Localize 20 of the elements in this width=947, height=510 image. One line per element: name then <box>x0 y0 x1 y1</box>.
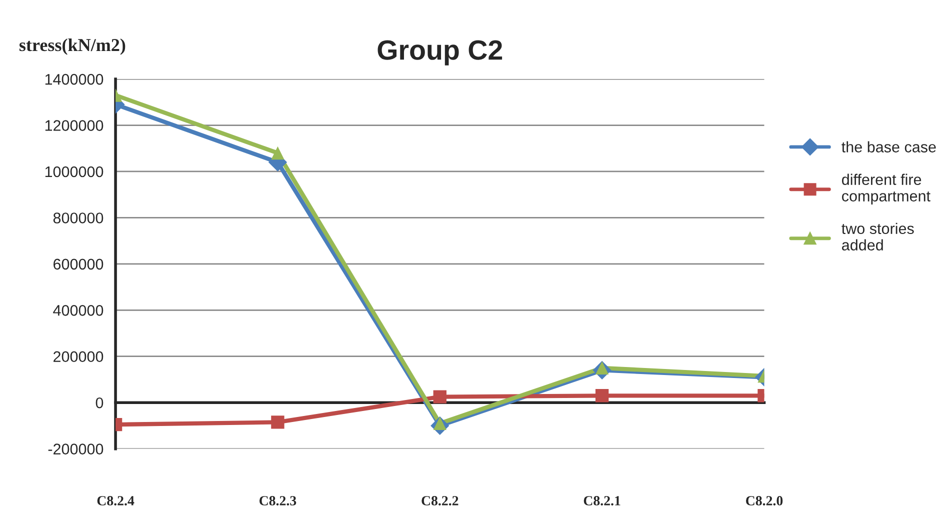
legend-label: two stories added <box>842 222 914 250</box>
y-tick-label: 1000000 <box>45 166 104 178</box>
y-tick-label: 400000 <box>53 305 104 316</box>
legend-label: different fire compartment <box>842 174 930 204</box>
y-tick-label: 1400000 <box>45 74 104 85</box>
y-axis-title: stress(kN/m2) <box>19 38 126 55</box>
x-tick-label: C8.2.0 <box>746 496 783 506</box>
y-tick-label: -200000 <box>48 444 104 454</box>
y-tick-label: 0 <box>96 397 104 408</box>
x-tick-label: C8.2.3 <box>259 496 296 506</box>
point <box>433 390 446 404</box>
y-tick-label: 600000 <box>54 258 104 270</box>
legend-label: the base case <box>842 141 936 152</box>
x-tick-label: C8.2.2 <box>422 496 458 506</box>
x-tick-label: C8.2.1 <box>584 496 620 506</box>
chart-title: Group C2 <box>378 40 502 66</box>
y-tick-label: 200000 <box>54 351 104 362</box>
y-tick-label: 800000 <box>53 212 104 224</box>
x-tick-label: C8.2.4 <box>97 496 134 506</box>
y-tick-label: 1200000 <box>45 120 104 131</box>
